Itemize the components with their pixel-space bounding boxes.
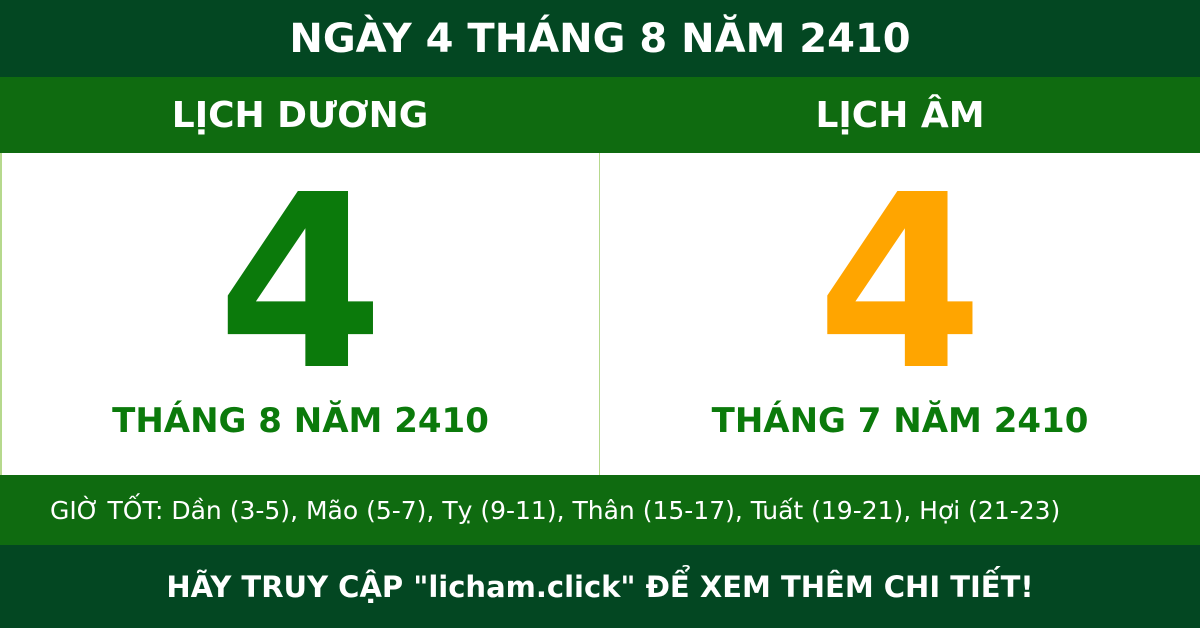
lunar-header: LỊCH ÂM [815, 94, 985, 136]
lunar-day: 4 [816, 143, 984, 423]
calendar-headers: LỊCH DƯƠNG LỊCH ÂM [0, 77, 1200, 153]
good-hours: GIỜ TỐT: Dần (3-5), Mão (5-7), Tỵ (9-11)… [0, 475, 1200, 545]
page-title: NGÀY 4 THÁNG 8 NĂM 2410 [0, 0, 1200, 77]
solar-header: LỊCH DƯƠNG [171, 94, 429, 136]
solar-month-year: THÁNG 8 NĂM 2410 [112, 401, 489, 441]
lunar-panel: 4 THÁNG 7 NĂM 2410 [600, 153, 1200, 475]
solar-day: 4 [217, 143, 384, 423]
solar-panel: 4 THÁNG 8 NĂM 2410 [0, 153, 600, 475]
footer-cta: HÃY TRUY CẬP "licham.click" ĐỂ XEM THÊM … [0, 545, 1200, 628]
lunar-month-year: THÁNG 7 NĂM 2410 [711, 401, 1089, 441]
calendar-body: 4 THÁNG 8 NĂM 2410 4 THÁNG 7 NĂM 2410 [0, 153, 1200, 475]
